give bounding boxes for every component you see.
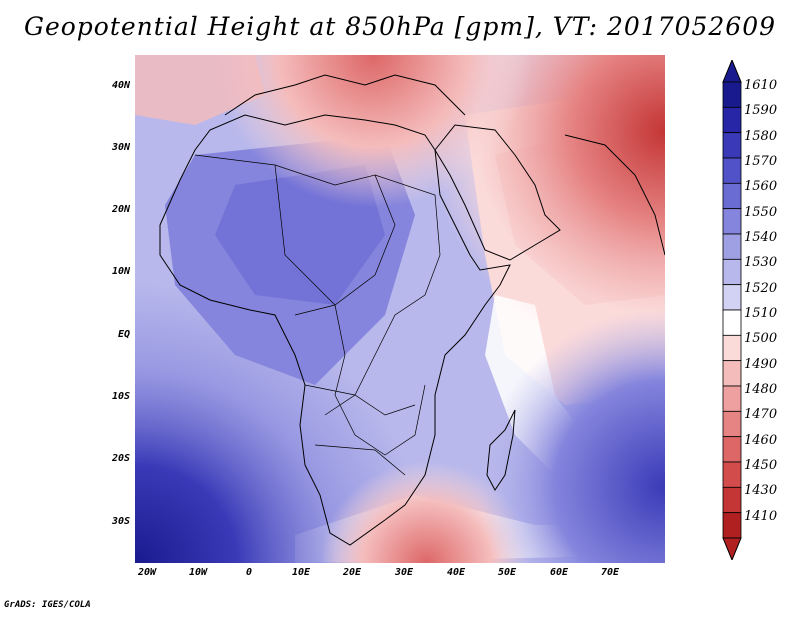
lat-label: EQ — [117, 329, 130, 340]
colorbar-label: 1470 — [744, 407, 778, 423]
colorbar-label: 1490 — [744, 356, 778, 372]
colorbar-swatch — [722, 258, 742, 286]
lon-label: 20W — [137, 567, 157, 578]
colorbar-swatch — [722, 233, 742, 260]
colorbar-swatch — [722, 284, 742, 311]
arabia-coastline — [434, 124, 561, 261]
lon-label: 10E — [291, 567, 311, 578]
colorbar-label: 1480 — [744, 382, 778, 397]
colorbar-label: 1520 — [744, 280, 778, 296]
lat-label: 10S — [111, 391, 130, 402]
colorbar-label: 1410 — [744, 508, 778, 524]
colorbar-label: 1610 — [744, 78, 778, 93]
lat-label: 10N — [111, 266, 130, 277]
map-title: Geopotential Height at 850hPa [gpm], VT:… — [23, 12, 777, 41]
lon-label: 10W — [188, 567, 208, 578]
lon-label: 30E — [394, 567, 414, 578]
lat-label: 20S — [111, 453, 130, 464]
colorbar-label: 1580 — [744, 128, 778, 144]
colorbar-swatch — [722, 461, 742, 488]
colorbar-label: 1450 — [744, 458, 778, 473]
lon-label: 40E — [446, 567, 466, 578]
lon-label: 50E — [497, 567, 517, 578]
colorbar-label: 1560 — [744, 179, 778, 195]
lon-label: 0 — [245, 567, 253, 578]
colorbar-swatch — [722, 486, 742, 514]
colorbar-label: 1500 — [744, 331, 778, 347]
colorbar-swatch — [722, 436, 742, 463]
colorbar-label: 1510 — [744, 306, 778, 321]
colorbar-swatch — [722, 512, 742, 539]
india-coastline — [564, 134, 665, 256]
africa-coastline — [159, 114, 511, 546]
colorbar-label: 1530 — [744, 255, 778, 271]
colorbar-label: 1460 — [744, 432, 778, 448]
colorbar-label: 1550 — [744, 204, 778, 220]
colorbar-swatch — [722, 360, 742, 387]
colorbar-swatch — [722, 309, 742, 336]
lon-label: 70E — [600, 567, 620, 578]
lat-label: 30S — [111, 516, 130, 527]
colorbar — [722, 60, 742, 560]
madagascar-coastline — [486, 409, 516, 491]
lon-label: 20E — [342, 567, 362, 578]
colorbar-swatch — [722, 81, 742, 108]
colorbar-swatch — [722, 385, 742, 412]
lat-label: 40N — [111, 80, 130, 91]
colorbar-bottom-arrow — [722, 537, 742, 560]
colorbar-label: 1570 — [744, 154, 778, 169]
lon-label: 60E — [549, 567, 569, 578]
lat-label: 20N — [111, 204, 130, 215]
colorbar-swatch — [722, 182, 742, 210]
colorbar-label: 1430 — [744, 483, 778, 499]
colorbar-label: 1590 — [744, 103, 778, 119]
colorbar-swatch — [722, 132, 742, 159]
colorbar-swatch — [722, 410, 742, 438]
colorbar-swatch — [722, 106, 742, 134]
footer-credit: GrADS: IGES/COLA — [4, 600, 91, 610]
colorbar-swatch — [722, 208, 742, 235]
colorbar-label: 1540 — [744, 230, 778, 245]
colorbar-top-arrow — [722, 60, 742, 83]
colorbar-swatch — [722, 334, 742, 362]
lat-label: 30N — [111, 142, 130, 153]
mediterranean-coast — [224, 74, 466, 116]
geopotential-map — [135, 55, 665, 563]
colorbar-swatch — [722, 157, 742, 184]
